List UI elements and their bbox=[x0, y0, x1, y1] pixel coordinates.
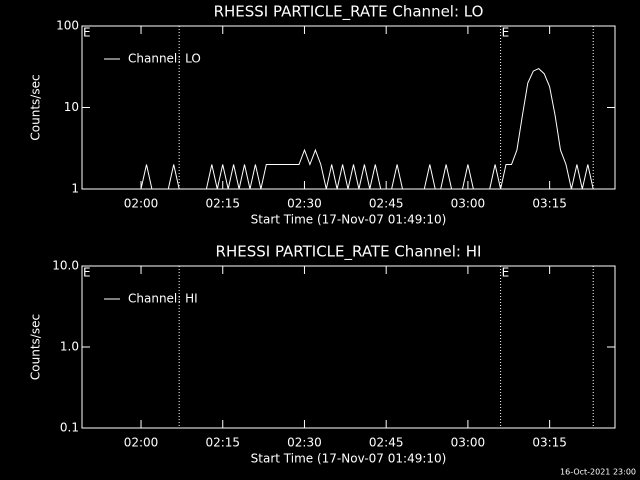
x-tick-label: 02:45 bbox=[369, 436, 404, 450]
y-tick-label: 100 bbox=[56, 19, 79, 33]
x-tick-label: 02:15 bbox=[205, 197, 240, 211]
y-tick-label: 10.0 bbox=[52, 259, 79, 273]
x-tick-label: 02:00 bbox=[124, 436, 159, 450]
chart-title: RHESSI PARTICLE_RATE Channel: HI bbox=[216, 243, 482, 262]
x-tick-label: 02:00 bbox=[124, 197, 159, 211]
plot-frame bbox=[81, 265, 616, 429]
annotation: E bbox=[83, 26, 91, 40]
x-tick-label: 03:15 bbox=[532, 197, 567, 211]
x-tick-label: 03:00 bbox=[451, 197, 486, 211]
x-tick-label: 03:00 bbox=[451, 436, 486, 450]
x-tick-label: 02:45 bbox=[369, 197, 404, 211]
data-line bbox=[108, 68, 594, 190]
annotation: E bbox=[502, 266, 510, 280]
annotation: E bbox=[502, 26, 510, 40]
y-tick-label: 1.0 bbox=[60, 340, 79, 354]
footer: 16-Oct-2021 23:00 bbox=[560, 468, 636, 477]
legend-label: Channel: LO bbox=[128, 52, 201, 66]
annotation: E bbox=[83, 266, 91, 280]
x-tick-label: 02:30 bbox=[287, 197, 322, 211]
y-tick-label: 0.1 bbox=[60, 421, 79, 435]
x-tick-label: 02:15 bbox=[205, 436, 240, 450]
y-axis-label: Counts/sec bbox=[29, 74, 43, 140]
y-axis-label: Counts/sec bbox=[29, 314, 43, 380]
x-axis-label: Start Time (17-Nov-07 01:49:10) bbox=[251, 452, 447, 466]
plot-frame bbox=[81, 25, 616, 190]
x-axis-label: Start Time (17-Nov-07 01:49:10) bbox=[251, 213, 447, 227]
y-tick-label: 10 bbox=[64, 100, 79, 114]
legend-label: Channel: HI bbox=[128, 292, 198, 306]
x-tick-label: 02:30 bbox=[287, 436, 322, 450]
chart-title: RHESSI PARTICLE_RATE Channel: LO bbox=[214, 3, 484, 22]
y-tick-label: 1 bbox=[71, 182, 79, 196]
x-tick-label: 03:15 bbox=[532, 436, 567, 450]
